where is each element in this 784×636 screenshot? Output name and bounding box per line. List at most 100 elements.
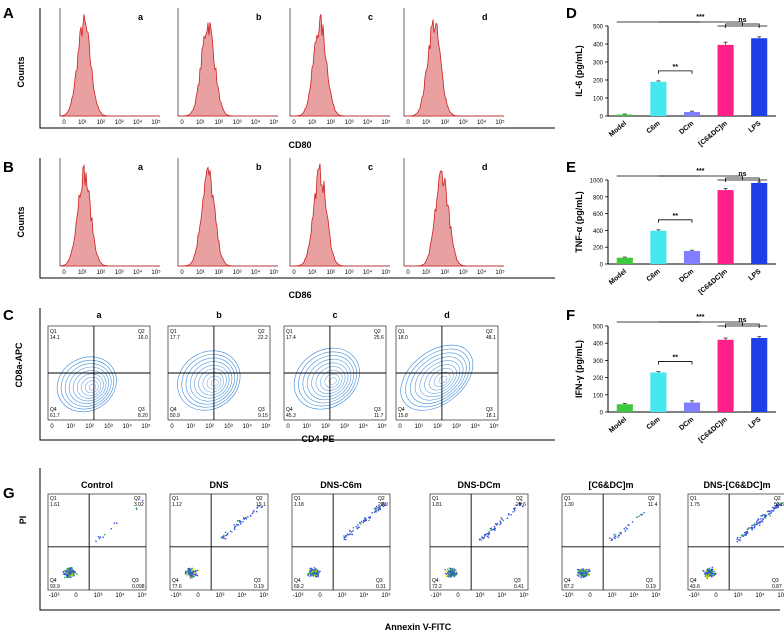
event-dot bbox=[506, 517, 509, 519]
x-tick-label: 10² bbox=[96, 120, 105, 126]
event-dot bbox=[63, 572, 66, 575]
x-tick-label: 10³ bbox=[459, 120, 468, 126]
significance-label: ** bbox=[672, 213, 678, 220]
quadrant-label: Q2 bbox=[774, 496, 781, 502]
event-dot bbox=[487, 536, 490, 539]
frame-axis bbox=[39, 158, 555, 279]
event-dot bbox=[74, 571, 76, 574]
x-tick-label: 10³ bbox=[608, 593, 617, 599]
contour-line bbox=[324, 373, 340, 388]
event-dot bbox=[368, 519, 370, 522]
y-tick-label: 400 bbox=[593, 229, 604, 235]
subpanel-title: DNS-[C6&DC]m bbox=[704, 480, 771, 490]
event-dot bbox=[583, 573, 585, 576]
quadrant-value: 19.1 bbox=[256, 502, 266, 508]
event-dot bbox=[243, 517, 245, 520]
quadrant-value: 0.098 bbox=[132, 584, 145, 590]
event-dot bbox=[624, 530, 627, 532]
contour-line bbox=[76, 373, 104, 399]
event-dot bbox=[72, 572, 75, 574]
event-dot bbox=[377, 506, 380, 509]
event-dot bbox=[753, 525, 756, 528]
event-dot bbox=[186, 574, 188, 577]
significance-label: ns bbox=[738, 17, 746, 24]
contour-line bbox=[88, 383, 97, 391]
x-tick-label: 10⁵ bbox=[381, 592, 391, 599]
event-dot bbox=[770, 512, 772, 514]
event-dot bbox=[584, 574, 587, 576]
event-dot bbox=[757, 522, 760, 524]
x-tick-label: 10² bbox=[205, 424, 214, 430]
event-dot bbox=[747, 532, 749, 534]
event-dot bbox=[518, 502, 521, 505]
event-dot bbox=[501, 518, 504, 521]
quadrant-value: 18.0 bbox=[398, 335, 408, 341]
quadrant-label: Q2 bbox=[256, 496, 263, 502]
event-dot bbox=[764, 516, 766, 519]
event-dot bbox=[233, 528, 236, 531]
event-dot bbox=[760, 518, 762, 520]
event-dot bbox=[315, 572, 318, 575]
subpanel-label: a bbox=[96, 310, 102, 320]
event-dot bbox=[188, 572, 190, 574]
x-tick-label: DCm bbox=[678, 120, 695, 136]
event-dot bbox=[762, 513, 764, 516]
event-dot bbox=[70, 570, 72, 572]
event-dot bbox=[613, 536, 616, 539]
x-tick-label: 10¹ bbox=[66, 424, 75, 430]
event-dot bbox=[68, 568, 71, 571]
x-tick-label: 0 bbox=[588, 593, 592, 599]
event-dot bbox=[193, 575, 195, 578]
event-dot bbox=[191, 568, 194, 571]
event-dot bbox=[746, 530, 748, 533]
event-dot bbox=[102, 536, 104, 538]
panel-letter-e: E bbox=[566, 159, 576, 176]
subpanel-title: DNS-C6m bbox=[320, 480, 362, 490]
event-dot bbox=[68, 574, 70, 576]
event-dot bbox=[97, 535, 100, 538]
subpanel-label: a bbox=[138, 12, 144, 22]
quadrant-value: 0.19 bbox=[646, 584, 656, 590]
x-tick-label: 10³ bbox=[233, 270, 242, 276]
event-dot bbox=[312, 570, 314, 573]
quadrant-value: 18.1 bbox=[486, 413, 496, 419]
quadrant-value: 77.6 bbox=[172, 584, 182, 590]
event-dot bbox=[510, 514, 512, 516]
x-tick-label: 10³ bbox=[734, 593, 743, 599]
event-dot bbox=[518, 503, 521, 506]
frame-axis bbox=[39, 8, 555, 129]
x-tick-label: 10¹ bbox=[308, 270, 317, 276]
contour-line bbox=[60, 359, 115, 410]
event-dot bbox=[66, 569, 69, 572]
quadrant-value: 53.8 bbox=[774, 502, 784, 508]
event-dot bbox=[66, 571, 69, 574]
event-dot bbox=[383, 503, 386, 505]
subpanel-label: a bbox=[138, 162, 144, 172]
x-tick-label: 10² bbox=[326, 270, 335, 276]
quadrant-label: Q3 bbox=[258, 407, 265, 413]
event-dot bbox=[751, 526, 753, 529]
event-dot bbox=[774, 506, 776, 508]
x-tick-label: 10⁴ bbox=[251, 119, 261, 126]
y-tick-label: 400 bbox=[593, 342, 604, 348]
event-dot bbox=[377, 508, 380, 511]
event-dot bbox=[486, 535, 489, 538]
event-dot bbox=[357, 527, 359, 529]
x-tick-label: 10³ bbox=[459, 270, 468, 276]
y-tick-label: 200 bbox=[593, 79, 604, 85]
x-tick-label: 10⁵ bbox=[151, 119, 161, 126]
subpanel-title: DNS-DCm bbox=[457, 480, 500, 490]
event-dot bbox=[189, 571, 192, 574]
quadrant-value: 87.2 bbox=[564, 584, 574, 590]
event-dot bbox=[713, 568, 716, 571]
histogram-curve bbox=[290, 14, 390, 117]
event-dot bbox=[359, 522, 362, 525]
subpanel-label: d bbox=[444, 310, 450, 320]
y-axis-label: Counts bbox=[16, 57, 26, 88]
event-dot bbox=[451, 571, 454, 574]
y-tick-label: 600 bbox=[593, 212, 604, 218]
event-dot bbox=[315, 568, 318, 571]
event-dot bbox=[451, 568, 453, 571]
histogram-axes bbox=[177, 8, 278, 117]
quadrant-label: Q1 bbox=[432, 496, 439, 502]
